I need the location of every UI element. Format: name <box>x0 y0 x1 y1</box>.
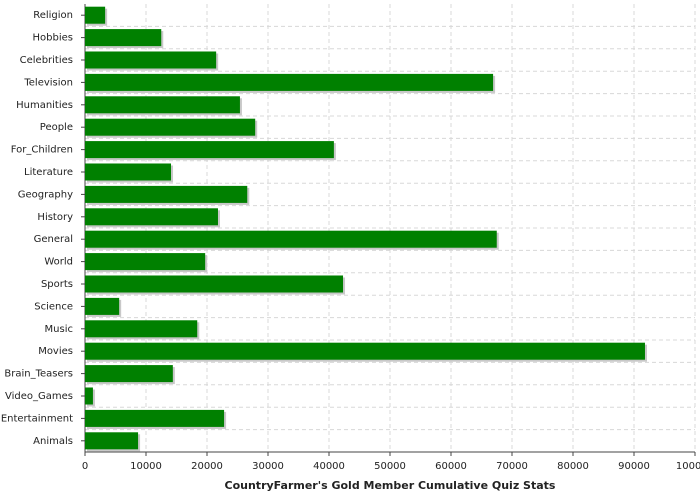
y-tick-label: Hobbies <box>33 33 73 44</box>
y-tick-label: Animals <box>33 436 73 447</box>
y-tick-label: Humanities <box>16 100 73 111</box>
y-tick-label: World <box>44 257 73 268</box>
y-tick-label: Religion <box>33 10 73 21</box>
x-tick-label: 70000 <box>496 461 528 472</box>
bar <box>85 29 162 47</box>
y-tick-label: History <box>37 212 73 223</box>
y-tick-label: Music <box>45 324 73 335</box>
x-tick-label: 60000 <box>435 461 467 472</box>
x-tick-label: 20000 <box>191 461 223 472</box>
bar <box>85 297 120 315</box>
x-tick-label: 0 <box>82 461 88 472</box>
x-tick-label: 50000 <box>374 461 406 472</box>
y-tick-label: For_Children <box>11 145 73 156</box>
y-tick-label: Sports <box>41 279 73 290</box>
bar <box>85 342 645 360</box>
bar <box>85 387 93 405</box>
bar <box>85 163 172 181</box>
x-tick-label: 40000 <box>313 461 345 472</box>
y-tick-label: Science <box>34 301 73 312</box>
y-tick-label: Celebrities <box>20 55 73 66</box>
y-tick-label: Movies <box>38 346 73 357</box>
x-tick-label: 90000 <box>618 461 650 472</box>
bar <box>85 230 497 248</box>
x-tick-label: 10000 <box>130 461 162 472</box>
bar <box>85 51 217 69</box>
bar <box>85 96 240 114</box>
y-tick-label: Television <box>23 77 73 88</box>
bar <box>85 208 218 226</box>
bar <box>85 253 206 271</box>
x-tick-label: 30000 <box>252 461 284 472</box>
bar <box>85 409 225 427</box>
y-tick-label: General <box>34 234 73 245</box>
y-tick-label: Literature <box>24 167 73 178</box>
bar <box>85 432 139 450</box>
bar <box>85 118 256 136</box>
x-tick-label: 100000 <box>676 461 700 472</box>
bar <box>85 141 334 159</box>
y-tick-label: Geography <box>18 189 73 200</box>
bar <box>85 6 106 24</box>
chart-title: CountryFarmer's Gold Member Cumulative Q… <box>225 479 556 492</box>
bar <box>85 185 248 203</box>
bar <box>85 365 173 383</box>
bar <box>85 275 344 293</box>
y-tick-label: Entertainment <box>1 413 73 424</box>
bar <box>85 320 198 338</box>
bar <box>85 73 494 91</box>
y-tick-label: Brain_Teasers <box>4 369 73 380</box>
y-tick-label: People <box>40 122 73 133</box>
x-tick-label: 80000 <box>557 461 589 472</box>
y-tick-label: Video_Games <box>5 391 73 402</box>
